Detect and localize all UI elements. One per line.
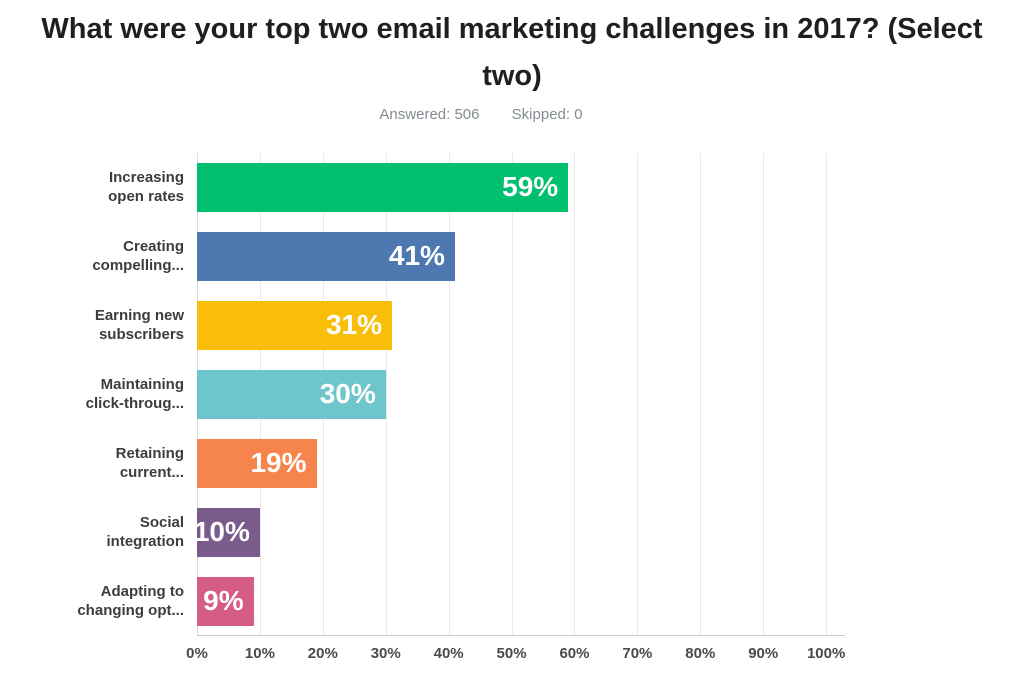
answered-count: Answered: 506 <box>379 105 480 123</box>
plot-area: 59% 41% 31% 30% 19% 10% 9% <box>193 152 845 636</box>
bar-value-label: 9% <box>203 585 244 617</box>
x-axis-tick-label: 30% <box>370 644 401 662</box>
bar-row: 31% <box>197 291 845 360</box>
skipped-count: Skipped: 0 <box>511 105 583 123</box>
chart-title-line-1: What were your top two email marketing c… <box>41 13 983 45</box>
gridline <box>574 152 576 635</box>
x-axis-tick-label: 50% <box>496 644 527 662</box>
gridline <box>385 152 387 635</box>
gridline <box>763 152 765 635</box>
bar-value-label: 19% <box>250 447 307 479</box>
bar-chart: Increasing open rates Creating compelling..… <box>0 152 1024 669</box>
x-axis-tick-label: 20% <box>307 644 338 662</box>
bar-row: 9% <box>197 567 845 636</box>
bar-value-label: 31% <box>325 309 383 341</box>
bar-row: 30% <box>197 360 845 429</box>
category-label-line: changing opt... <box>77 602 184 620</box>
bar-value-label: 41% <box>388 240 445 272</box>
category-label-line: open rates <box>108 188 184 206</box>
bar-value-label: 10% <box>193 516 250 548</box>
bar-6: 10% <box>193 507 260 557</box>
category-label-line: Maintaining <box>100 376 184 394</box>
category-label-line: current... <box>119 464 184 482</box>
category-label-line: integration <box>106 533 185 551</box>
category-label: Adapting to changing opt... <box>0 567 197 636</box>
bar-row: 59% <box>197 153 845 222</box>
category-label: Maintaining click-throug... <box>0 360 197 429</box>
bar-value-label: 59% <box>502 171 559 203</box>
x-axis-tick-label: 40% <box>433 644 464 662</box>
x-axis: 0% 10% 20% 30% 40% 50% 60% 70% 80% 90% 100% <box>186 644 846 669</box>
chart-title-line-2: two) <box>482 59 542 92</box>
x-axis-tick-label: 60% <box>559 644 590 662</box>
category-label-line: Social <box>139 514 184 532</box>
category-label-line: Earning new <box>94 307 184 325</box>
x-axis-tick-label: 90% <box>748 644 779 662</box>
plot-column: 59% 41% 31% 30% 19% 10% 9% 0% 10% 20% 30% 40% 50% 60… <box>186 152 846 669</box>
x-axis-tick-label: 0% <box>186 644 208 662</box>
category-axis: Increasing open rates Creating compelling..… <box>0 153 197 669</box>
category-label-line: Increasing <box>108 169 184 187</box>
x-axis-tick-label: 100% <box>806 644 846 662</box>
bar-1: 59% <box>197 162 569 212</box>
bar-4: 30% <box>197 369 386 419</box>
bar-row: 41% <box>197 222 845 291</box>
gridline <box>448 152 450 635</box>
bar-rows: 59% 41% 31% 30% 19% 10% 9% <box>193 153 845 636</box>
category-label: Social integration <box>0 498 197 567</box>
x-axis-tick-label: 10% <box>244 644 275 662</box>
category-label-line: subscribers <box>98 326 184 344</box>
chart-title: What were your top two email marketing c… <box>5 6 1019 100</box>
category-label: Increasing open rates <box>0 153 197 222</box>
category-label: Earning new subscribers <box>0 291 197 360</box>
response-stats: Answered: 506 Skipped: 0 <box>0 106 1024 123</box>
gridline <box>826 152 828 635</box>
gridline <box>637 152 639 635</box>
category-label-line: Adapting to <box>100 583 184 601</box>
gridline <box>700 152 702 635</box>
survey-results-page: What were your top two email marketing c… <box>0 6 1024 680</box>
category-label-line: Retaining <box>115 445 184 463</box>
category-label-line: compelling... <box>92 257 184 275</box>
category-label: Creating compelling... <box>0 222 197 291</box>
category-label-line: click-throug... <box>85 395 184 413</box>
x-axis-tick-label: 80% <box>685 644 716 662</box>
bar-3: 31% <box>197 300 393 350</box>
bar-2: 41% <box>197 231 455 281</box>
bar-5: 19% <box>197 438 317 488</box>
x-axis-tick-label: 70% <box>622 644 653 662</box>
gridline <box>511 152 513 635</box>
bar-row: 19% <box>197 429 845 498</box>
category-label-line: Creating <box>123 238 184 256</box>
bar-7: 9% <box>197 576 254 626</box>
category-label: Retaining current... <box>0 429 197 498</box>
bar-row: 10% <box>193 498 845 567</box>
bar-value-label: 30% <box>319 378 376 410</box>
